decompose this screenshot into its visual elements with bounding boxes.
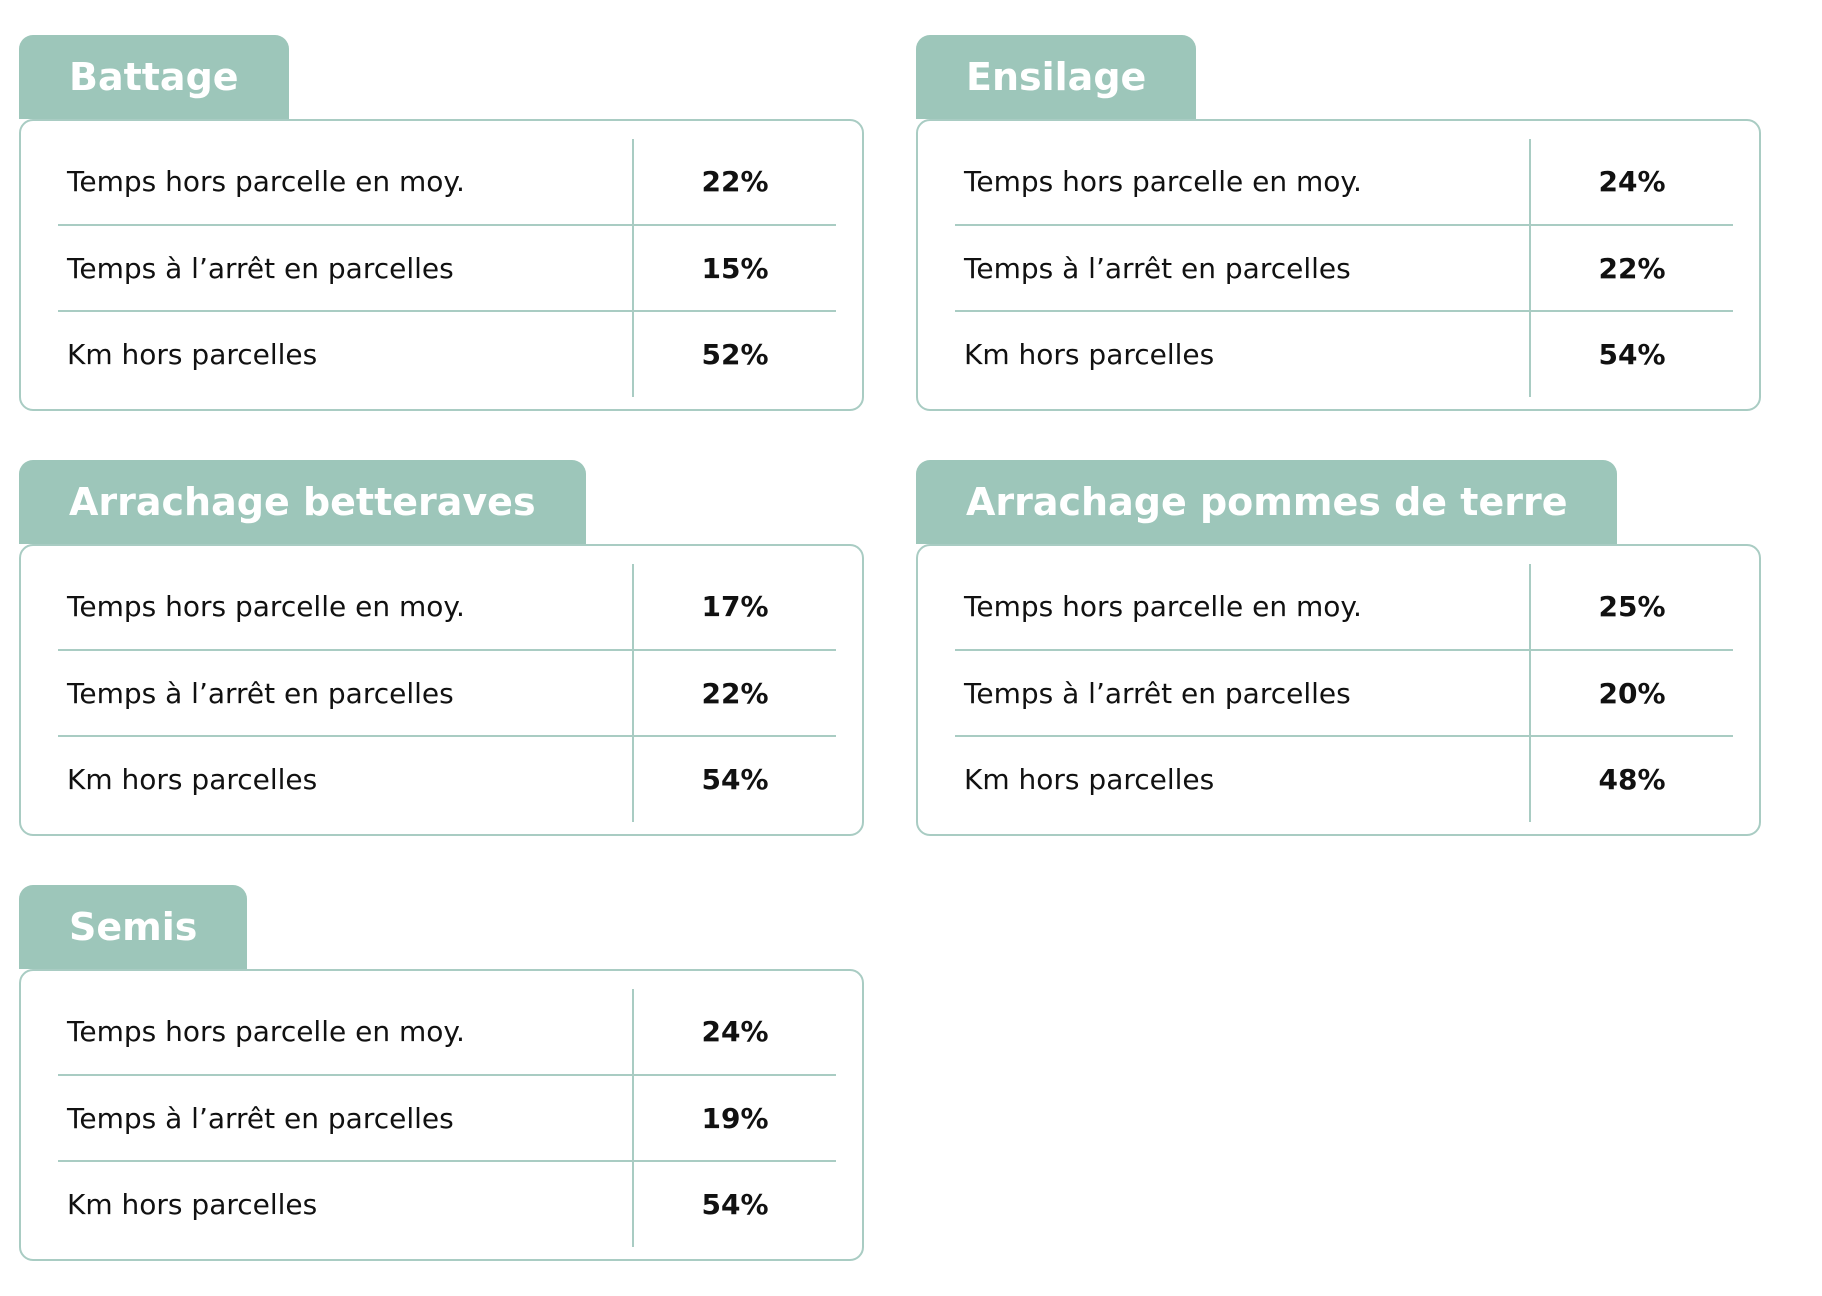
- card: Arrachage betteraves Temps hors parcelle …: [19, 460, 864, 836]
- stats-table: Temps hors parcelle en moy. 22% Temps à l’…: [58, 139, 836, 397]
- row-label: Temps à l’arrêt en parcelles: [955, 224, 1530, 311]
- table-row: Temps hors parcelle en moy. 25%: [955, 564, 1733, 650]
- table-body: Temps hors parcelle en moy. 24% Temps à l’…: [955, 139, 1733, 397]
- table-body: Temps hors parcelle en moy. 24% Temps à l’…: [58, 989, 836, 1247]
- row-label: Km hors parcelles: [58, 1160, 633, 1247]
- card-title: Arrachage betteraves: [19, 460, 586, 544]
- row-label: Temps hors parcelle en moy.: [964, 165, 1362, 198]
- row-value: 22%: [632, 139, 836, 225]
- table-row: Temps à l’arrêt en parcelles 20%: [955, 649, 1733, 736]
- table-row: Temps hors parcelle en moy. 17%: [58, 564, 836, 650]
- row-value: 24%: [1529, 139, 1733, 225]
- table-row: Km hors parcelles 48%: [955, 735, 1733, 822]
- row-value: 22%: [1529, 224, 1733, 311]
- card-body: Temps hors parcelle en moy. 22% Temps à l’…: [19, 119, 864, 411]
- table-row: Km hors parcelles 54%: [58, 1160, 836, 1247]
- row-value: 24%: [632, 989, 836, 1075]
- row-value: 25%: [1529, 564, 1733, 650]
- card: Ensilage Temps hors parcelle en moy. 24% Te…: [916, 35, 1761, 411]
- stats-table: Temps hors parcelle en moy. 24% Temps à l’…: [58, 989, 836, 1247]
- table-row: Temps à l’arrêt en parcelles 22%: [955, 224, 1733, 311]
- table-row: Km hors parcelles 52%: [58, 310, 836, 397]
- row-value: 48%: [1529, 735, 1733, 822]
- row-label: Km hors parcelles: [955, 310, 1530, 397]
- row-label: Km hors parcelles: [955, 735, 1530, 822]
- card-title: Battage: [19, 35, 289, 119]
- card: Semis Temps hors parcelle en moy. 24% Temps…: [19, 885, 864, 1261]
- row-value: 52%: [632, 310, 836, 397]
- table-row: Km hors parcelles 54%: [58, 735, 836, 822]
- table-row: Temps à l’arrêt en parcelles 19%: [58, 1074, 836, 1161]
- table-row: Temps à l’arrêt en parcelles 22%: [58, 649, 836, 736]
- row-value: 54%: [632, 735, 836, 822]
- table-body: Temps hors parcelle en moy. 17% Temps à l’…: [58, 564, 836, 822]
- row-label: Temps hors parcelle en moy.: [67, 590, 465, 623]
- card: Arrachage pommes de terre Temps hors parc…: [916, 460, 1761, 836]
- row-label: Temps hors parcelle en moy.: [67, 165, 465, 198]
- row-value: 19%: [632, 1074, 836, 1161]
- row-label: Km hors parcelles: [58, 735, 633, 822]
- card-title: Arrachage pommes de terre: [916, 460, 1618, 544]
- table-body: Temps hors parcelle en moy. 25% Temps à l’…: [955, 564, 1733, 822]
- card: Battage Temps hors parcelle en moy. 22% Tem…: [19, 35, 864, 411]
- row-value: 22%: [632, 649, 836, 736]
- row-value: 20%: [1529, 649, 1733, 736]
- row-value: 54%: [632, 1160, 836, 1247]
- card-body: Temps hors parcelle en moy. 25% Temps à l’…: [916, 544, 1761, 836]
- table-body: Temps hors parcelle en moy. 22% Temps à l’…: [58, 139, 836, 397]
- table-row: Temps hors parcelle en moy. 24%: [58, 989, 836, 1075]
- row-value: 15%: [632, 224, 836, 311]
- stats-table: Temps hors parcelle en moy. 24% Temps à l’…: [955, 139, 1733, 397]
- table-row: Temps hors parcelle en moy. 22%: [58, 139, 836, 225]
- table-row: Km hors parcelles 54%: [955, 310, 1733, 397]
- table-row: Temps hors parcelle en moy. 24%: [955, 139, 1733, 225]
- stats-table: Temps hors parcelle en moy. 17% Temps à l’…: [58, 564, 836, 822]
- row-label: Temps à l’arrêt en parcelles: [58, 224, 633, 311]
- row-label: Temps hors parcelle en moy.: [67, 1015, 465, 1048]
- card-body: Temps hors parcelle en moy. 24% Temps à l’…: [916, 119, 1761, 411]
- card-body: Temps hors parcelle en moy. 17% Temps à l’…: [19, 544, 864, 836]
- card-title: Semis: [19, 885, 248, 969]
- card-body: Temps hors parcelle en moy. 24% Temps à l’…: [19, 969, 864, 1261]
- row-label: Temps à l’arrêt en parcelles: [955, 649, 1530, 736]
- row-label: Temps à l’arrêt en parcelles: [58, 649, 633, 736]
- row-label: Temps hors parcelle en moy.: [964, 590, 1362, 623]
- row-value: 17%: [632, 564, 836, 650]
- row-label: Temps à l’arrêt en parcelles: [58, 1074, 633, 1161]
- row-label: Km hors parcelles: [58, 310, 633, 397]
- row-value: 54%: [1529, 310, 1733, 397]
- card-title: Ensilage: [916, 35, 1197, 119]
- table-row: Temps à l’arrêt en parcelles 15%: [58, 224, 836, 311]
- stats-table: Temps hors parcelle en moy. 25% Temps à l’…: [955, 564, 1733, 822]
